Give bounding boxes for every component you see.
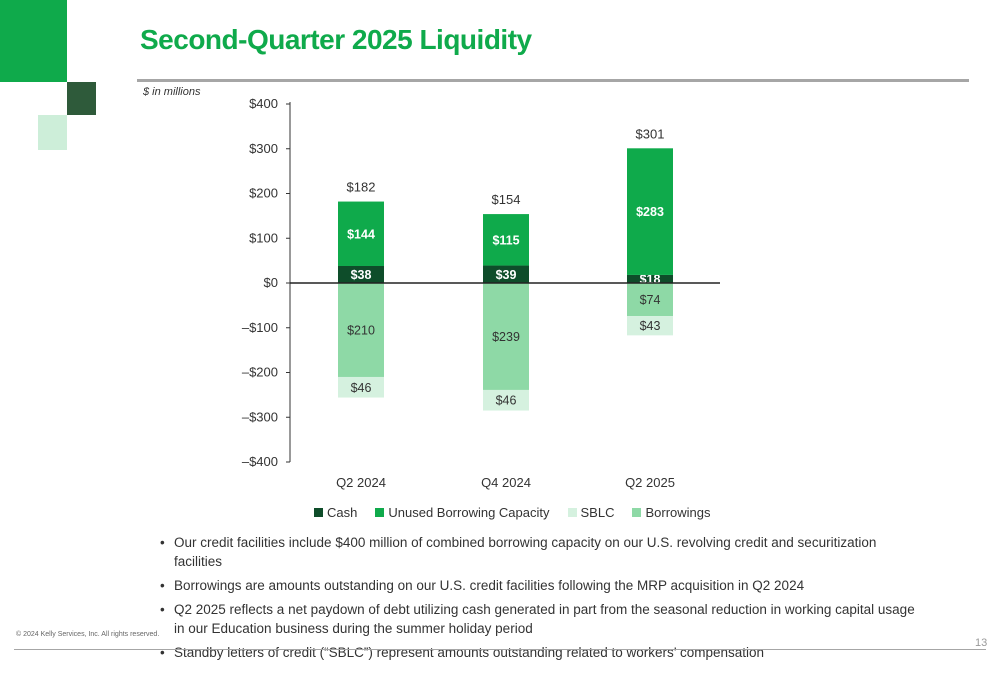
liquidity-chart: $400 $300 $200 $100 $0 –$100 –$200 –$300 –$400 $… xyxy=(242,96,720,490)
copyright-text: © 2024 Kelly Services, Inc. All rights r… xyxy=(16,631,160,638)
x-axis: Q2 2024 Q4 2024 Q2 2025 xyxy=(290,282,720,490)
bar-segment-sblc xyxy=(483,389,529,411)
legend-item: Cash xyxy=(314,505,357,520)
x-category-label: Q4 2024 xyxy=(481,475,531,490)
bar-value-label: $43 xyxy=(640,319,661,333)
y-axis: $400 $300 $200 $100 $0 –$100 –$200 –$300 –$400 xyxy=(242,96,291,469)
bar-total-label: $301 xyxy=(636,126,665,141)
bar-value-label: $210 xyxy=(347,323,375,337)
title-divider xyxy=(137,79,969,82)
note-item: Standby letters of credit (“SBLC”) repre… xyxy=(160,643,920,662)
bar-value-label: $74 xyxy=(640,293,661,307)
units-note: $ in millions xyxy=(143,86,201,98)
legend-label: SBLC xyxy=(580,505,615,520)
bar-value-label: $46 xyxy=(496,394,517,408)
y-tick-label: $200 xyxy=(249,186,278,201)
bar-value-label: $38 xyxy=(351,268,372,282)
bar-segment-borrowings xyxy=(483,283,529,390)
legend-swatch xyxy=(314,508,323,517)
page-number: 13 xyxy=(975,637,988,649)
bar-value-label: $115 xyxy=(492,233,519,247)
bar-segment-sblc xyxy=(627,316,673,336)
y-tick-label: $400 xyxy=(249,96,278,111)
x-category-label: Q2 2024 xyxy=(336,475,386,490)
page-title: Second-Quarter 2025 Liquidity xyxy=(140,24,532,55)
note-item: Borrowings are amounts outstanding on ou… xyxy=(160,576,920,595)
bar-value-label: $46 xyxy=(351,381,372,395)
legend-swatch xyxy=(375,508,385,517)
bar-segment-cash xyxy=(483,265,529,283)
decor-dark-square xyxy=(67,82,96,115)
y-tick-label: –$400 xyxy=(242,454,278,469)
legend-label: Borrowings xyxy=(645,505,711,520)
bar-segment-unused-borrowing-capacity xyxy=(483,214,529,266)
chart-legend: Cash Unused Borrowing Capacity SBLC Borrowi… xyxy=(314,505,729,520)
bar-value-label: $39 xyxy=(496,268,517,282)
bar-segment-unused-borrowing-capacity xyxy=(627,148,673,275)
y-tick-label: $300 xyxy=(249,141,278,156)
bar-value-label: $283 xyxy=(636,205,664,219)
y-tick-label: $100 xyxy=(249,230,278,245)
bar-value-label: $239 xyxy=(492,330,520,344)
legend-item: Borrowings xyxy=(632,505,711,520)
bar-segment-cash xyxy=(338,265,384,283)
bar-total-label: $154 xyxy=(492,192,521,207)
note-item: Q2 2025 reflects a net paydown of debt u… xyxy=(160,600,920,638)
x-category-label: Q2 2025 xyxy=(625,475,675,490)
notes-list: Our credit facilities include $400 milli… xyxy=(160,533,920,667)
legend-swatch xyxy=(632,508,642,517)
legend-item: SBLC xyxy=(567,505,615,520)
bars: $38$144$210$46$182$39$115$239$46$154$18$… xyxy=(338,126,673,411)
bar-segment-cash xyxy=(627,274,673,283)
bar-segment-sblc xyxy=(338,376,384,398)
legend-swatch xyxy=(567,508,577,517)
y-tick-label: –$200 xyxy=(242,365,278,380)
bar-value-label: $144 xyxy=(347,227,375,241)
bar-total-label: $182 xyxy=(347,180,376,195)
y-tick-label: $0 xyxy=(264,275,278,290)
y-tick-label: –$300 xyxy=(242,409,278,424)
decor-green-block xyxy=(0,0,67,82)
legend-label: Cash xyxy=(327,505,358,520)
legend-item: Unused Borrowing Capacity xyxy=(375,505,550,520)
bar-segment-borrowings xyxy=(338,283,384,377)
footer-divider xyxy=(14,649,986,650)
bar-segment-unused-borrowing-capacity xyxy=(338,201,384,266)
decor-light-square xyxy=(38,115,67,150)
note-item: Our credit facilities include $400 milli… xyxy=(160,533,920,571)
bar-segment-borrowings xyxy=(627,283,673,317)
legend-label: Unused Borrowing Capacity xyxy=(388,505,550,520)
y-tick-label: –$100 xyxy=(242,320,278,335)
